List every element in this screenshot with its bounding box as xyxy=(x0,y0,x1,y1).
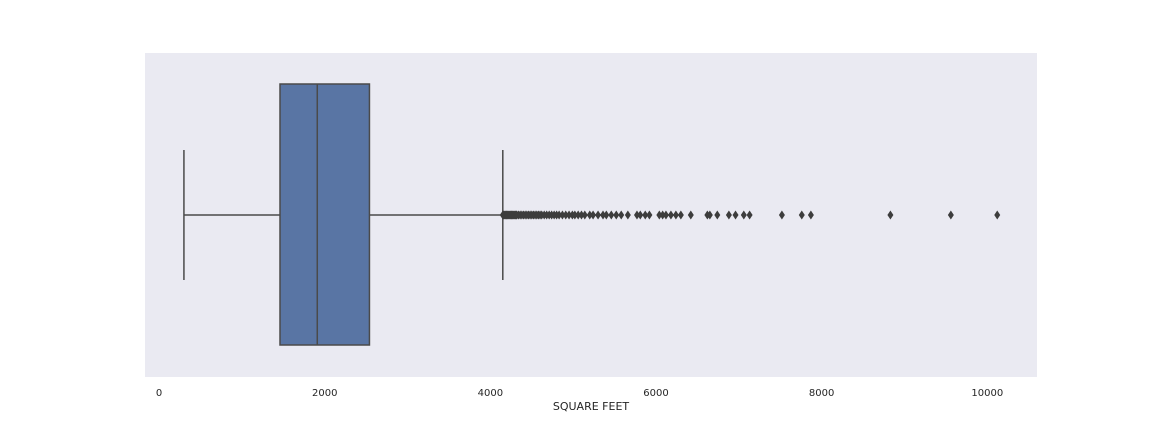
outlier-point xyxy=(732,210,739,220)
x-axis-label: SQUARE FEET xyxy=(553,400,630,413)
outlier-point xyxy=(618,210,625,220)
outlier-point xyxy=(667,210,674,220)
outlier-point xyxy=(714,210,721,220)
outlier-point xyxy=(642,210,649,220)
outlier-point xyxy=(778,210,785,220)
x-tick-label: 2000 xyxy=(312,388,337,399)
outlier-point xyxy=(656,210,663,220)
outlier-point xyxy=(646,210,653,220)
outlier-point xyxy=(578,210,585,220)
outlier-point xyxy=(586,210,593,220)
chart-marks xyxy=(183,83,1001,346)
outlier-point xyxy=(706,210,713,220)
outlier-point xyxy=(807,210,814,220)
outlier-point xyxy=(672,210,679,220)
x-tick-label: 6000 xyxy=(643,388,668,399)
outlier-point xyxy=(566,210,573,220)
x-tick-label: 8000 xyxy=(809,388,834,399)
outlier-point xyxy=(677,210,684,220)
outlier-point xyxy=(600,210,607,220)
outlier-point xyxy=(603,210,610,220)
outlier-point xyxy=(740,210,747,220)
interquartile-box xyxy=(279,83,371,346)
x-axis-ticks: 0 2000 4000 6000 8000 10000 xyxy=(156,388,1003,399)
x-tick-label: 0 xyxy=(156,388,162,399)
outlier-point xyxy=(624,210,631,220)
outlier-point xyxy=(613,210,620,220)
outlier-point xyxy=(659,210,666,220)
outlier-point xyxy=(559,210,566,220)
outlier-point xyxy=(575,210,582,220)
outlier-point xyxy=(633,210,640,220)
outlier-point xyxy=(562,210,569,220)
outlier-point xyxy=(590,210,597,220)
outlier-point xyxy=(887,210,894,220)
outlier-point xyxy=(571,210,578,220)
outlier-point xyxy=(687,210,694,220)
outlier-point xyxy=(595,210,602,220)
outlier-point xyxy=(637,210,644,220)
outlier-point xyxy=(798,210,805,220)
outlier-point xyxy=(994,210,1001,220)
outlier-point xyxy=(746,210,753,220)
x-tick-label: 10000 xyxy=(971,388,1003,399)
outlier-point xyxy=(947,210,954,220)
outlier-point xyxy=(662,210,669,220)
outlier-point xyxy=(556,210,563,220)
outlier-point xyxy=(725,210,732,220)
x-tick-label: 4000 xyxy=(478,388,503,399)
outlier-point xyxy=(608,210,615,220)
outlier-point xyxy=(581,210,588,220)
